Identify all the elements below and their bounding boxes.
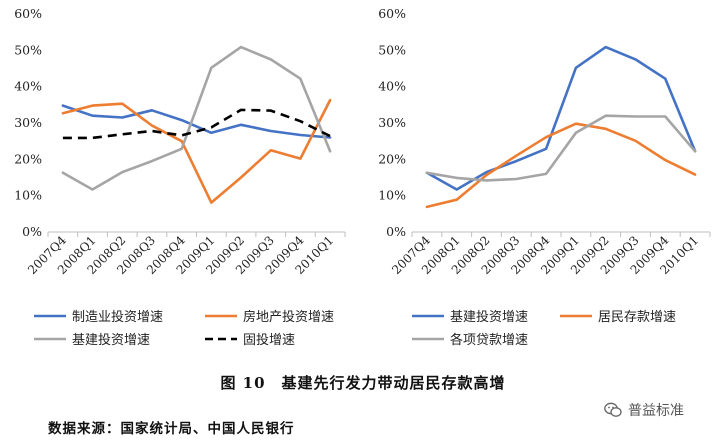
y-tick-label: 30% bbox=[378, 115, 406, 130]
series-line-3 bbox=[425, 114, 697, 182]
legend-label: 固投增速 bbox=[243, 332, 295, 348]
y-tick-label: 0% bbox=[386, 224, 406, 239]
y-tick-label: 20% bbox=[378, 151, 406, 166]
chart-panel-1: 0%10%20%30%40%50%60%2007Q42008Q12008Q220… bbox=[14, 6, 346, 348]
data-source-note: 数据来源：国家统计局、中国人民银行 bbox=[48, 421, 295, 437]
series-line-2 bbox=[425, 122, 697, 209]
series-line-3 bbox=[61, 45, 332, 191]
y-tick-label: 60% bbox=[378, 6, 406, 21]
wechat-icon bbox=[604, 402, 622, 417]
y-tick-label: 60% bbox=[14, 6, 42, 21]
y-tick-label: 10% bbox=[378, 188, 406, 203]
legend-label: 居民存款增速 bbox=[598, 310, 676, 325]
series-line-1 bbox=[425, 45, 697, 191]
watermark: 普益标准 bbox=[604, 400, 684, 420]
series-line-4 bbox=[62, 108, 331, 140]
chart-canvas: 0%10%20%30%40%50%60%2007Q42008Q12008Q220… bbox=[14, 6, 711, 348]
y-tick-label: 20% bbox=[14, 151, 42, 166]
chart-panel-2: 0%10%20%30%40%50%60%2007Q42008Q12008Q220… bbox=[378, 6, 711, 348]
series-line-2 bbox=[61, 98, 332, 204]
watermark-text: 普益标准 bbox=[628, 403, 684, 419]
legend-label: 各项贷款增速 bbox=[450, 332, 528, 348]
y-tick-label: 40% bbox=[14, 79, 42, 94]
figure-caption: 图 10 基建先行发力带动居民存款高增 bbox=[220, 374, 506, 392]
legend-label: 基建投资增速 bbox=[72, 332, 150, 348]
y-tick-label: 50% bbox=[378, 42, 406, 57]
y-tick-label: 10% bbox=[14, 188, 42, 203]
y-tick-label: 40% bbox=[378, 79, 406, 94]
legend-label: 基建投资增速 bbox=[450, 309, 528, 325]
series-line-1 bbox=[61, 104, 332, 139]
legend-label: 房地产投资增速 bbox=[243, 309, 334, 325]
legend-label: 制造业投资增速 bbox=[72, 309, 163, 325]
y-tick-label: 50% bbox=[14, 42, 42, 57]
y-tick-label: 0% bbox=[22, 224, 42, 239]
y-tick-label: 30% bbox=[14, 115, 42, 130]
